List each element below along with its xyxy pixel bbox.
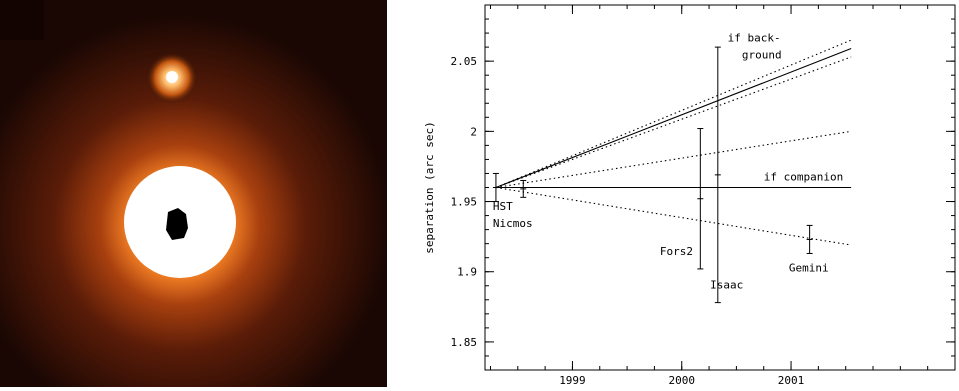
label-hst: HST (493, 200, 513, 213)
y-tick-label: 2 (470, 125, 477, 138)
x-tick-label: 2000 (668, 374, 695, 387)
annotation-background-1: if back- (728, 32, 781, 45)
separation-chart-panel: 1.85 1.9 1.95 2 2.05 1999 2000 2001 separation … (395, 0, 959, 387)
label-isaac: Isaac (710, 279, 743, 292)
y-tick-label: 1.95 (451, 196, 478, 209)
y-tick-label: 2.05 (451, 55, 478, 68)
annotation-companion: if companion (764, 170, 843, 183)
x-tick-label: 2001 (778, 374, 805, 387)
occulting-mask (166, 208, 188, 240)
model-line-dotted (495, 39, 852, 189)
y-axis-label: separation (arc sec) (423, 121, 436, 253)
annotation-background-2: ground (742, 48, 782, 61)
x-tick-label: 1999 (559, 374, 586, 387)
measurement-points (492, 46, 813, 304)
axis-ticks: 1.85 1.9 1.95 2 2.05 1999 2000 2001 (451, 5, 956, 387)
model-lines (495, 39, 852, 246)
y-tick-label: 1.85 (451, 336, 478, 349)
y-tick-label: 1.9 (457, 266, 477, 279)
coronagraph-image-panel (0, 0, 387, 387)
model-line-dotted (495, 130, 852, 189)
companion-core (166, 71, 178, 83)
model-line-dotted (495, 56, 852, 189)
label-nicmos: Nicmos (493, 217, 533, 230)
model-line-dotted (495, 186, 852, 246)
label-fors2: Fors2 (660, 245, 693, 258)
model-line-solid (495, 48, 852, 189)
star-companion-image (0, 0, 387, 387)
separation-chart: 1.85 1.9 1.95 2 2.05 1999 2000 2001 separation … (423, 4, 956, 387)
label-gemini: Gemini (789, 262, 829, 275)
image-corner-artifact (0, 0, 44, 40)
